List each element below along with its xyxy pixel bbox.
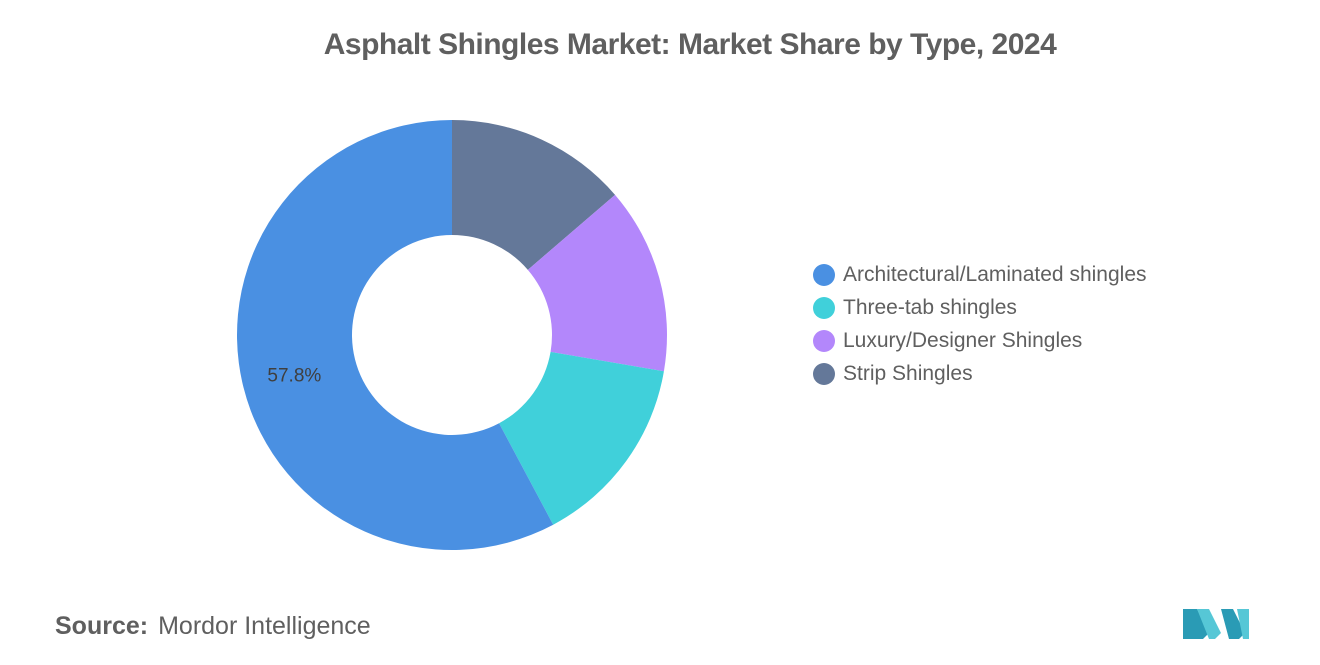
mordor-intelligence-logo-icon — [1183, 609, 1249, 639]
legend-item: Architectural/Laminated shingles — [813, 258, 1147, 291]
legend-swatch — [813, 362, 835, 385]
source-text: Mordor Intelligence — [158, 612, 371, 640]
slice-luxury-designer-shingles — [527, 194, 667, 372]
data-label: 57.8% — [267, 365, 321, 386]
chart-legend: Architectural/Laminated shingles Three-ta… — [813, 258, 1147, 390]
chart-title: Asphalt Shingles Market: Market Share by… — [323, 28, 1057, 61]
legend-item: Luxury/Designer Shingles — [813, 324, 1147, 357]
legend-label: Luxury/Designer Shingles — [843, 328, 1083, 352]
legend-swatch — [813, 263, 835, 286]
slice-architectural-laminated-shingles — [236, 120, 554, 550]
source-line: Source: Mordor Intelligence — [55, 612, 371, 641]
legend-swatch — [813, 329, 835, 352]
legend-swatch — [813, 296, 835, 319]
legend-item: Three-tab shingles — [813, 291, 1147, 324]
slice-strip-shingles — [452, 120, 616, 270]
slice-three-tab-shingles — [499, 351, 664, 525]
source-label: Source: — [55, 612, 149, 640]
legend-label: Architectural/Laminated shingles — [843, 262, 1147, 286]
legend-label: Three-tab shingles — [843, 295, 1017, 319]
legend-label: Strip Shingles — [843, 361, 973, 385]
legend-item: Strip Shingles — [813, 357, 1147, 390]
